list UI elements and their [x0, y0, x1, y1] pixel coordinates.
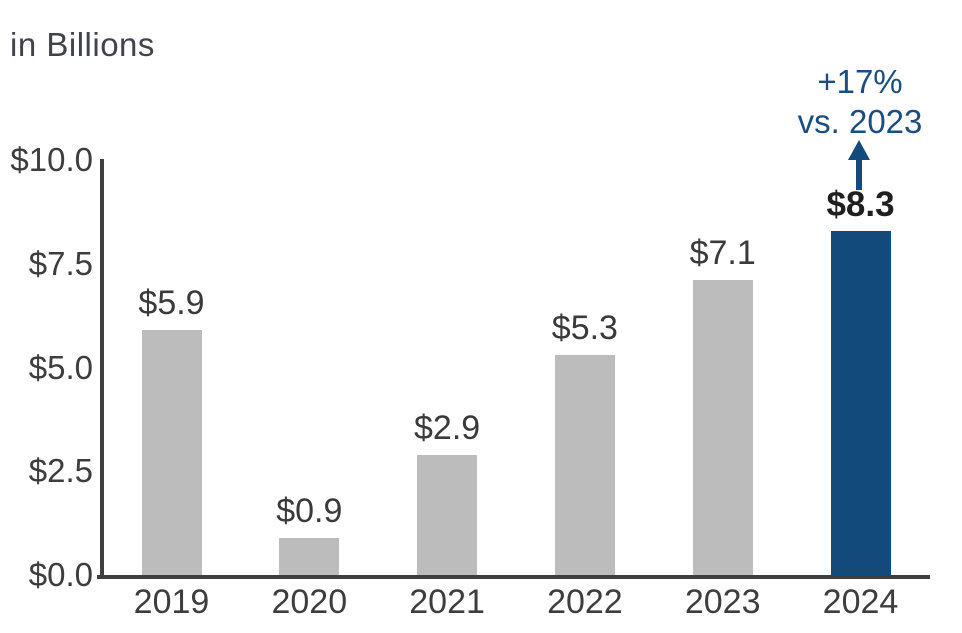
y-tick-label: $7.5 — [28, 244, 93, 282]
x-tick-label-2019: 2019 — [133, 583, 210, 621]
bar-value-label-2021: $2.9 — [414, 409, 481, 447]
bar-2021 — [417, 455, 478, 575]
bar-value-label-2024: $8.3 — [826, 185, 895, 224]
x-tick-label-2021: 2021 — [409, 583, 485, 621]
annotation-callout: +17% vs. 2023 — [760, 62, 960, 142]
bar-value-label-2019: $5.9 — [138, 284, 205, 322]
y-tick-label: $2.5 — [28, 452, 93, 490]
y-axis-line — [100, 159, 104, 579]
bar-2024 — [830, 231, 891, 575]
x-tick-label-2022: 2022 — [547, 583, 623, 621]
x-axis-line — [97, 575, 930, 579]
y-tick-label: $10.0 — [10, 141, 93, 178]
annotation-line-2: vs. 2023 — [797, 103, 923, 140]
bar-2022 — [554, 355, 615, 575]
x-tick-label-2023: 2023 — [684, 583, 761, 621]
bar-value-label-2020: $0.9 — [276, 492, 343, 530]
up-arrow-icon — [848, 140, 870, 190]
bar-value-label-2022: $5.3 — [551, 309, 618, 347]
y-tick-label: $5.0 — [28, 348, 93, 386]
chart-title: in Billions — [10, 26, 155, 63]
bar-value-label-2023: $7.1 — [689, 234, 756, 272]
x-tick-label-2024: 2024 — [822, 583, 899, 621]
x-tick-label-2020: 2020 — [271, 583, 348, 621]
bar-2019 — [141, 330, 202, 575]
bar-2023 — [692, 280, 753, 575]
bar-2020 — [279, 538, 340, 575]
y-tick-label: $0.0 — [28, 556, 93, 593]
annotation-line-1: +17% — [817, 63, 903, 100]
